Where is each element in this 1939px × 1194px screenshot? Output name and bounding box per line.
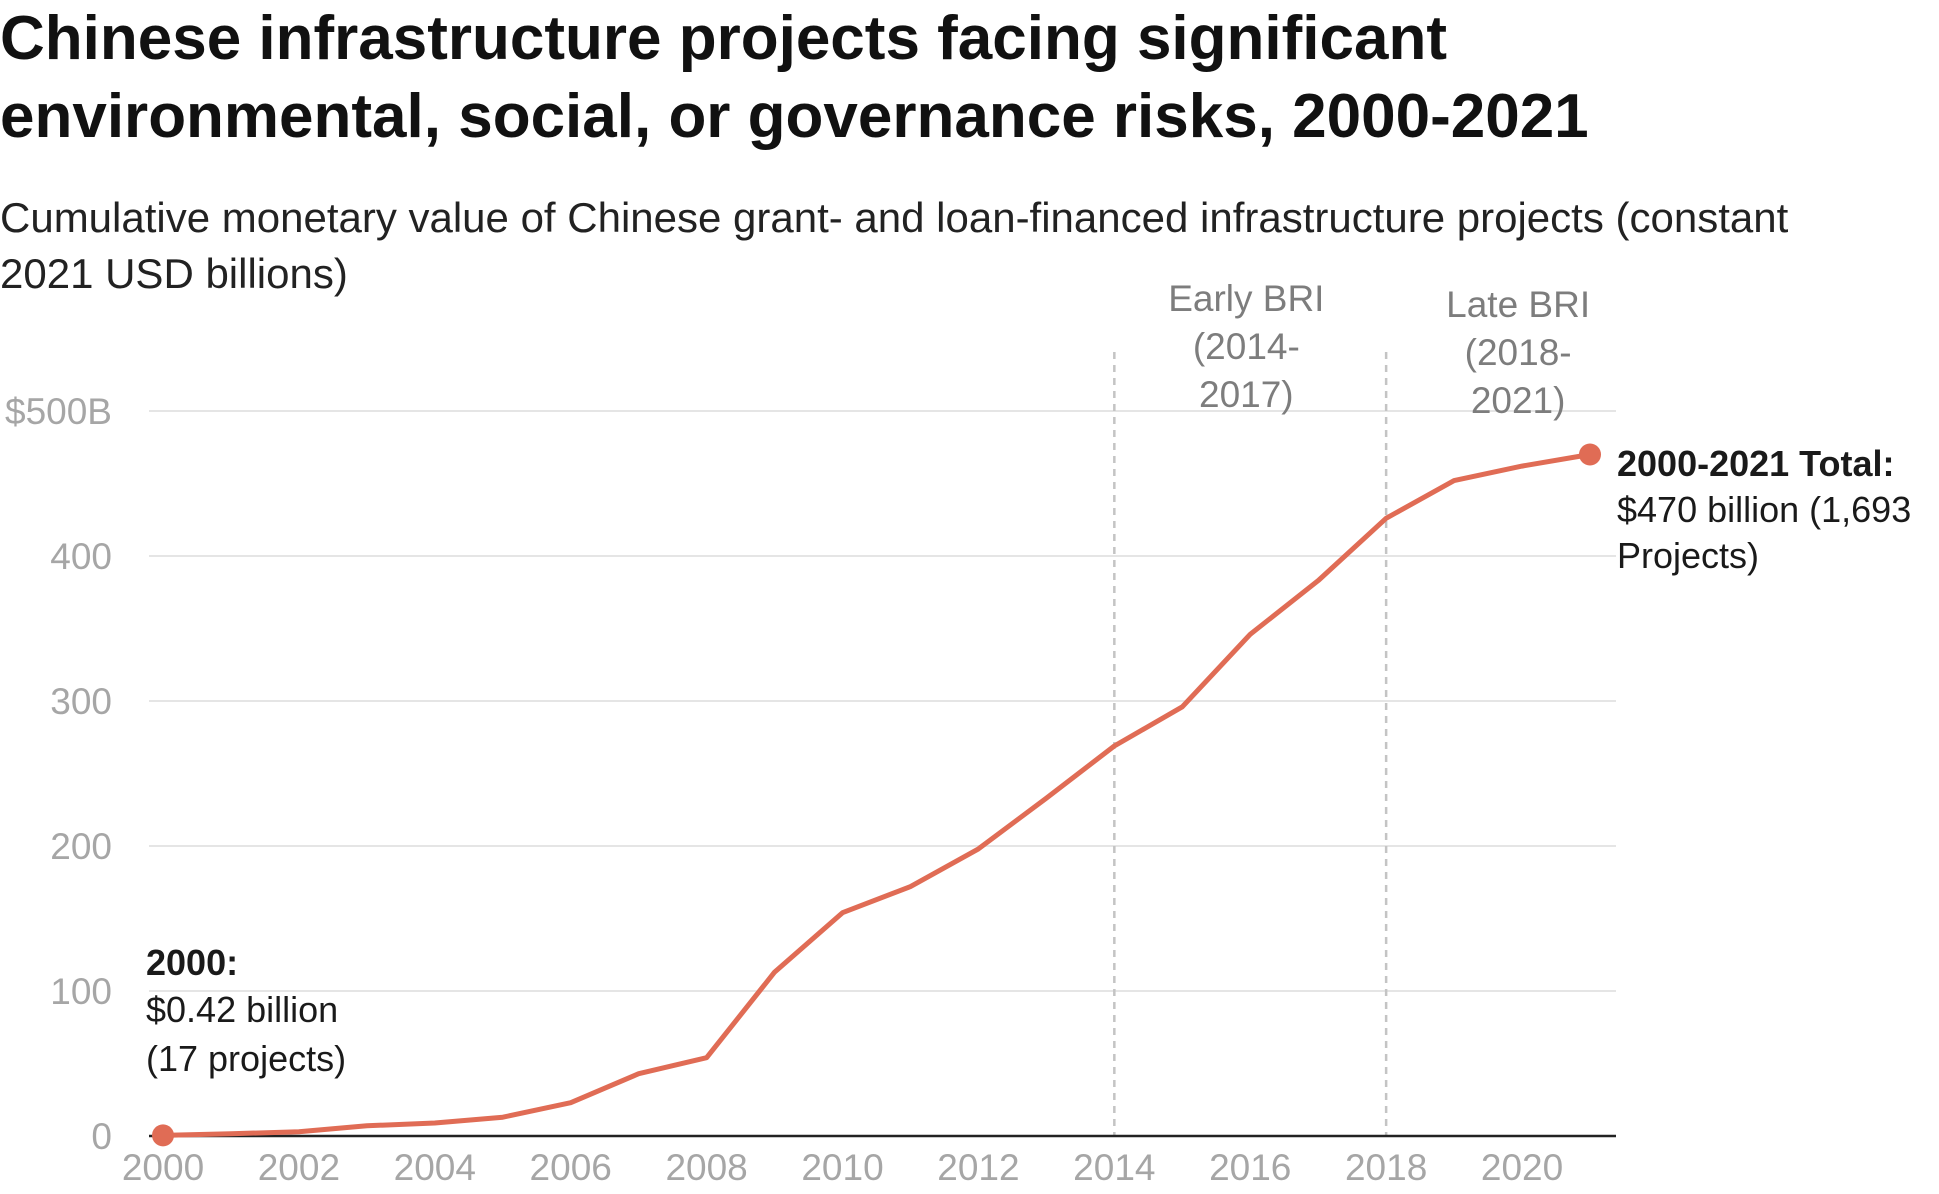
start-annotation-text: (17 projects) — [146, 1038, 346, 1079]
x-tick-label: 2012 — [937, 1147, 1019, 1188]
y-tick-label: 100 — [50, 971, 112, 1012]
gridlines — [149, 410, 1616, 992]
x-tick-label: 2020 — [1481, 1147, 1563, 1188]
total-annotation-text: $470 billion (1,693 — [1617, 489, 1911, 530]
start-annotation-text: $0.42 billion — [146, 989, 338, 1030]
x-tick-label: 2006 — [530, 1147, 612, 1188]
series-line — [160, 452, 1593, 1138]
y-tick-label: 0 — [91, 1116, 112, 1157]
chart-title: Chinese infrastructure projects facing s… — [0, 4, 1589, 151]
era-markers: Early BRI (2014- 2017) Late BRI (2018- 2021) — [1113, 278, 1590, 1136]
x-tick-label: 2004 — [394, 1147, 476, 1188]
total-annotation-text: Projects) — [1617, 535, 1759, 576]
era-label: (2014- — [1193, 326, 1300, 367]
era-label: 2017) — [1199, 374, 1294, 415]
y-tick-label: 400 — [50, 536, 112, 577]
total-annotation-heading: 2000-2021 Total: — [1617, 443, 1894, 484]
x-tick-label: 2008 — [665, 1147, 747, 1188]
era-label: 2021) — [1471, 380, 1566, 421]
axes: 0 100 200 300 400 $500B 2000 2002 2004 2006 2008 20… — [5, 391, 1616, 1188]
x-tick-label: 2014 — [1073, 1147, 1155, 1188]
x-tick-label: 2000 — [122, 1147, 204, 1188]
x-tick-label: 2002 — [258, 1147, 340, 1188]
x-tick-label: 2010 — [801, 1147, 883, 1188]
x-tick-label: 2018 — [1345, 1147, 1427, 1188]
series-layer — [152, 443, 1601, 1147]
era-label: (2018- — [1465, 332, 1572, 373]
y-tick-label: $500B — [5, 391, 112, 432]
era-label: Late BRI — [1446, 284, 1590, 325]
data-point-marker — [152, 1124, 174, 1147]
chart-subtitle: Cumulative monetary value of Chinese gra… — [0, 194, 1789, 297]
data-point-marker — [1579, 443, 1601, 466]
annotations: 2000: $0.42 billion (17 projects) 2000-2021… — [146, 443, 1911, 1079]
era-label: Early BRI — [1168, 278, 1324, 319]
y-tick-label: 300 — [50, 681, 112, 722]
start-annotation-heading: 2000: — [146, 942, 238, 983]
y-tick-label: 200 — [50, 826, 112, 867]
x-tick-label: 2016 — [1209, 1147, 1291, 1188]
